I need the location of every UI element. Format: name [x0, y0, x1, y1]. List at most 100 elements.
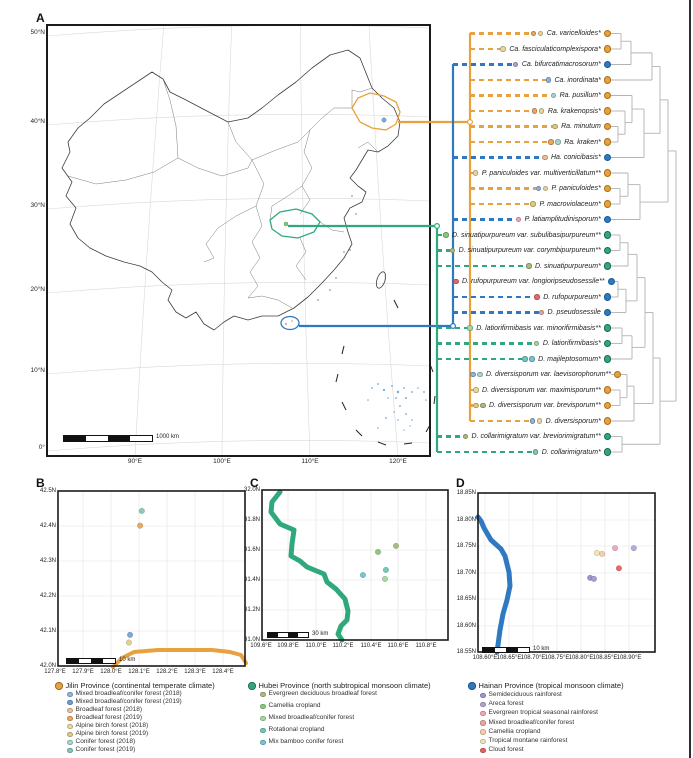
panel-C-y-tick-label: 31.0N — [243, 637, 260, 643]
parallel-line — [46, 363, 431, 375]
legend-item-label: Alpine birch forest (2019) — [75, 730, 149, 737]
taxon-label: Ra. kraken* — [564, 138, 601, 146]
terminal-node — [603, 401, 611, 410]
tree-row: D. sinuatipurpureum var. subulibasipurpu… — [437, 230, 611, 240]
tree-branch-dashed-line — [453, 63, 513, 66]
hubei-sample-marker — [283, 221, 289, 227]
legend-item-label: Mixed broadleaf/conifer forest — [488, 718, 575, 726]
panel-D-x-tick-label: 108.80°E — [568, 655, 594, 661]
panel-B-x-tick-label: 127.9°E — [72, 669, 94, 675]
taxon-label: Ca. varicelloides* — [546, 30, 601, 37]
tree-row: D. diversisporum var. maximisporum** — [470, 385, 611, 395]
tree-row: D. rufopurpureum var. longioripseudosess… — [453, 277, 615, 287]
jilin-province-outline — [351, 92, 401, 131]
taxon-label: D. diversisporum var. laevisorophorum** — [486, 371, 612, 378]
terminal-node — [603, 231, 611, 239]
panel-D-province-border-line — [475, 514, 513, 655]
legend-item-dot — [260, 727, 266, 733]
terminal-node — [603, 432, 611, 441]
tree-row: D. latiorifirmibasis var. minorifirmibas… — [437, 323, 611, 333]
legend-item: Broadleaf forest (2019) — [67, 714, 142, 722]
panel-a-label: A — [36, 11, 45, 25]
habitat-dot — [555, 139, 561, 145]
habitat-dot — [526, 263, 532, 269]
taiwan-outline — [375, 271, 387, 289]
terminal-node — [603, 29, 611, 38]
legend-item-dot — [67, 747, 73, 753]
tree-row: D. diversisporum* — [470, 416, 611, 426]
habitat-dot — [548, 139, 554, 145]
tree-row: D. collarimigratum var. breviorimigratum… — [437, 432, 611, 442]
tree-branch-dashed-line — [453, 156, 542, 159]
province-borders — [67, 78, 379, 309]
taxon-label: D. majileptosomum* — [538, 355, 601, 363]
panel-D-sample-point — [593, 549, 600, 556]
terminal-node — [603, 200, 611, 208]
legend-item-label: Mixed broadleaf/conifer forest — [268, 714, 355, 721]
legend-header-label: Hubei Province (north subtropical monsoo… — [258, 681, 431, 690]
legend-item-label: Camellia cropland — [268, 702, 321, 709]
trunk-node-hubei — [434, 223, 441, 230]
terminal-node — [603, 262, 611, 270]
legend-item-dot — [480, 729, 486, 735]
map-a-scale-bar — [63, 435, 153, 442]
legend-item-dot — [67, 723, 73, 729]
tree-row: D. rufopurpureum* — [453, 292, 611, 302]
terminal-node — [603, 122, 611, 131]
panel-C-frame — [261, 489, 449, 641]
habitat-dot — [470, 371, 476, 378]
tree-branch-dashed-line — [437, 357, 523, 361]
hubei-province-outline — [269, 208, 321, 239]
taxon-label: P. paniculoides var. multiverticillatum*… — [481, 169, 601, 177]
panel-B-x-tick-label: 127.8°E — [44, 669, 66, 675]
taxon-label: D. pseudosessile — [547, 309, 601, 316]
tree-branch-dashed-line — [470, 47, 501, 51]
panel-B-sample-point — [126, 631, 134, 638]
terminal-node — [603, 107, 611, 115]
terminal-node — [603, 324, 611, 332]
coastal-islets — [317, 195, 357, 301]
hainan-island-outline — [280, 315, 300, 331]
tree-row: Ha. conicibasis* — [453, 153, 611, 163]
legend-item-dot — [480, 692, 486, 698]
legend-header-dot-jilin — [55, 682, 63, 690]
legend-item: Cloud forest — [480, 747, 524, 754]
legend-item-label: Conifer forest (2018) — [75, 738, 136, 745]
nine-dash-segments — [335, 299, 436, 446]
panel-c-label: C — [250, 476, 259, 490]
panel-D-scale-bar — [482, 647, 530, 653]
tree-row: P. latiamplitudinisporum* — [453, 215, 611, 225]
panel-C-sample-point — [392, 542, 400, 550]
meridian-line — [368, 24, 399, 457]
taxon-label: P. macroviolaceum* — [539, 200, 601, 208]
habitat-dot — [500, 46, 506, 52]
panel-D-x-tick-label: 108.65°E — [496, 655, 522, 661]
tree-row: D. diversisporum var. laevisorophorum** — [470, 370, 622, 380]
legend-header-dot-hainan — [468, 682, 476, 690]
habitat-dot — [532, 449, 539, 455]
taxon-label: D. sinuatipurpureum* — [535, 262, 601, 270]
tree-branch-dashed-line — [470, 32, 531, 35]
south-china-sea-islets — [367, 383, 431, 431]
legend-item-label: Semideciduous rainforest — [488, 691, 562, 698]
graticule-lines — [46, 24, 431, 457]
habitat-dot — [542, 154, 548, 161]
panel-B-y-tick-label: 42.4N — [39, 523, 56, 529]
map-a-frame — [46, 24, 431, 457]
habitat-dot — [453, 278, 459, 285]
panel-B-scale-label: 10 km — [119, 657, 136, 663]
china-outline — [61, 49, 401, 331]
panel-C-sample-point — [374, 548, 382, 556]
panel-C-y-tick-label: 32.0N — [243, 487, 260, 493]
tree-row: Ra. minutum — [470, 122, 611, 132]
legend-item: Camellia cropland — [480, 728, 541, 736]
legend-item-label: Tropical montane rainforest — [488, 737, 568, 744]
habitat-dot — [552, 123, 558, 130]
habitat-dot — [533, 340, 540, 347]
tree-row: Ca. bifurcatimacrosorum* — [453, 60, 611, 70]
panel-D-sample-point — [599, 550, 606, 558]
panel-C-y-tick-label: 31.4N — [243, 577, 260, 583]
dendrogram — [611, 33, 677, 453]
map-a-x-tick-label: 90°E — [127, 458, 143, 465]
habitat-dot — [512, 61, 519, 68]
